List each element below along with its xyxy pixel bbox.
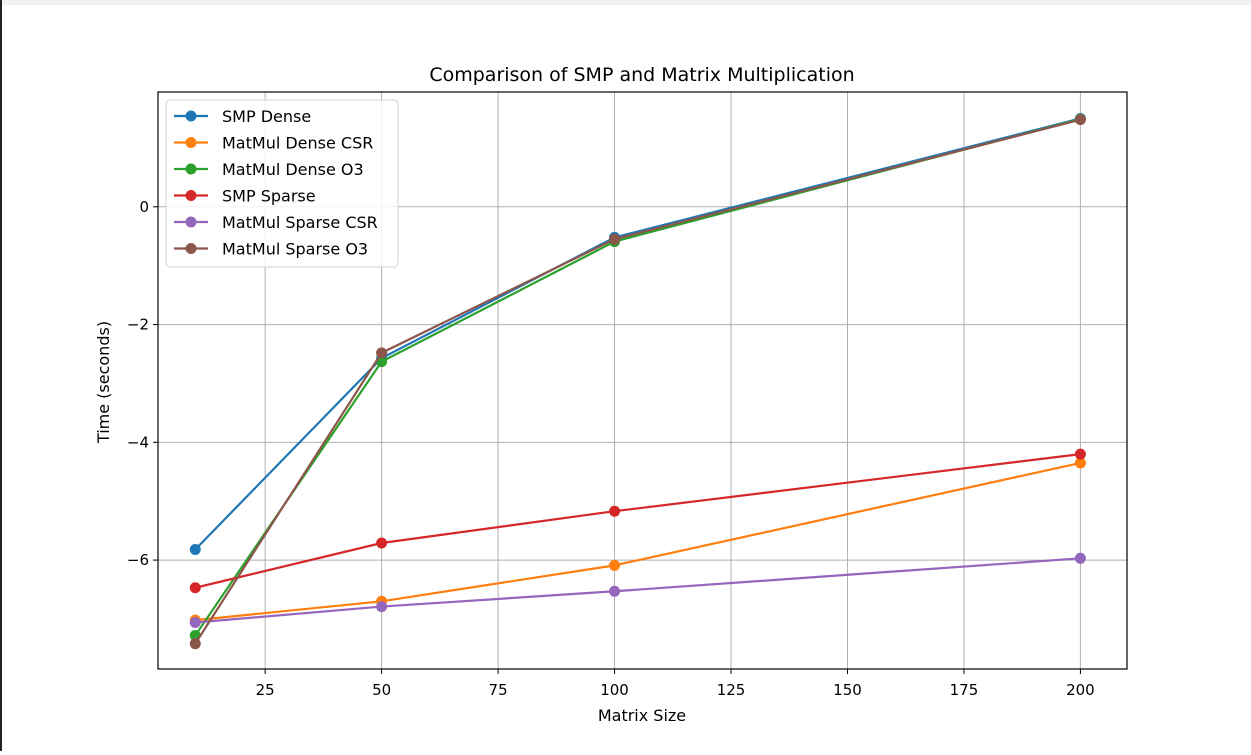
window-left-edge [0, 0, 2, 751]
legend-entry: MatMul Sparse O3 [174, 240, 368, 259]
data-point [1074, 457, 1086, 469]
data-point [189, 638, 201, 650]
axis-ticks: 25 50 75 100 125 150 175 200 0 −2 −4 −6 [127, 198, 1095, 699]
series-smp-sparse [189, 448, 1086, 594]
x-tick-label: 100 [600, 681, 629, 699]
legend-label: MatMul Sparse O3 [222, 240, 368, 259]
x-tick-label: 150 [833, 681, 862, 699]
plot-area-frame [157, 91, 1128, 670]
legend-swatch-marker [185, 163, 197, 175]
legend-label: MatMul Sparse CSR [222, 213, 378, 232]
legend-entry: SMP Dense [174, 107, 311, 126]
legend-swatch-marker [185, 243, 197, 254]
legend-swatch-marker [185, 110, 197, 122]
x-tick-label: 75 [489, 681, 508, 699]
data-point [609, 585, 621, 597]
legend: SMP Dense MatMul Dense CSR MatMul Dense O3… [165, 99, 399, 268]
series-line [195, 557, 1081, 624]
window-top-edge [0, 0, 1251, 5]
data-point [1074, 552, 1086, 564]
y-tick-label: 0 [139, 198, 149, 216]
data-point [189, 543, 201, 555]
legend-box [165, 99, 399, 268]
legend-label: SMP Dense [222, 107, 311, 126]
data-point [376, 601, 388, 613]
legend-entry: MatMul Sparse CSR [174, 213, 378, 232]
x-tick-label: 125 [717, 681, 746, 699]
data-point [609, 233, 621, 245]
data-point [609, 505, 621, 517]
series-matmul-sparse-csr [189, 552, 1086, 628]
legend-swatch-marker [185, 190, 197, 201]
y-tick-label: −4 [127, 433, 149, 451]
data-point [376, 347, 388, 359]
series-matmul-dense-csr [189, 457, 1086, 626]
legend-entry: MatMul Dense O3 [174, 160, 364, 179]
chart-title: Comparison of SMP and Matrix Multiplicat… [429, 64, 854, 86]
legend-entry: MatMul Dense CSR [174, 134, 373, 153]
series-matmul-sparse-o3 [189, 114, 1086, 650]
series-line [195, 461, 1081, 622]
data-point [189, 582, 201, 594]
x-tick-label: 25 [256, 681, 275, 699]
series-line [194, 117, 1081, 551]
y-tick-label: −2 [127, 316, 149, 334]
legend-swatch-marker [185, 216, 197, 228]
series-line [195, 453, 1081, 589]
legend-entry: SMP Sparse [174, 187, 316, 206]
x-tick-label: 200 [1066, 681, 1095, 699]
y-tick-label: −6 [127, 551, 149, 569]
legend-label: MatMul Dense O3 [222, 160, 364, 179]
series-group [189, 112, 1086, 650]
y-axis-label: Time (seconds) [94, 321, 113, 444]
data-point [376, 537, 388, 549]
legend-label: SMP Sparse [222, 187, 316, 206]
x-axis-label: Matrix Size [598, 706, 686, 725]
legend-label: MatMul Dense CSR [222, 134, 373, 153]
grid-lines [158, 92, 1127, 669]
data-point [1074, 114, 1086, 126]
data-point [609, 559, 621, 571]
data-point [189, 616, 201, 628]
legend-swatch-marker [185, 137, 197, 148]
x-tick-label: 175 [950, 681, 979, 699]
x-tick-label: 50 [372, 681, 391, 699]
series-line [194, 118, 1081, 645]
data-point [1074, 448, 1086, 460]
